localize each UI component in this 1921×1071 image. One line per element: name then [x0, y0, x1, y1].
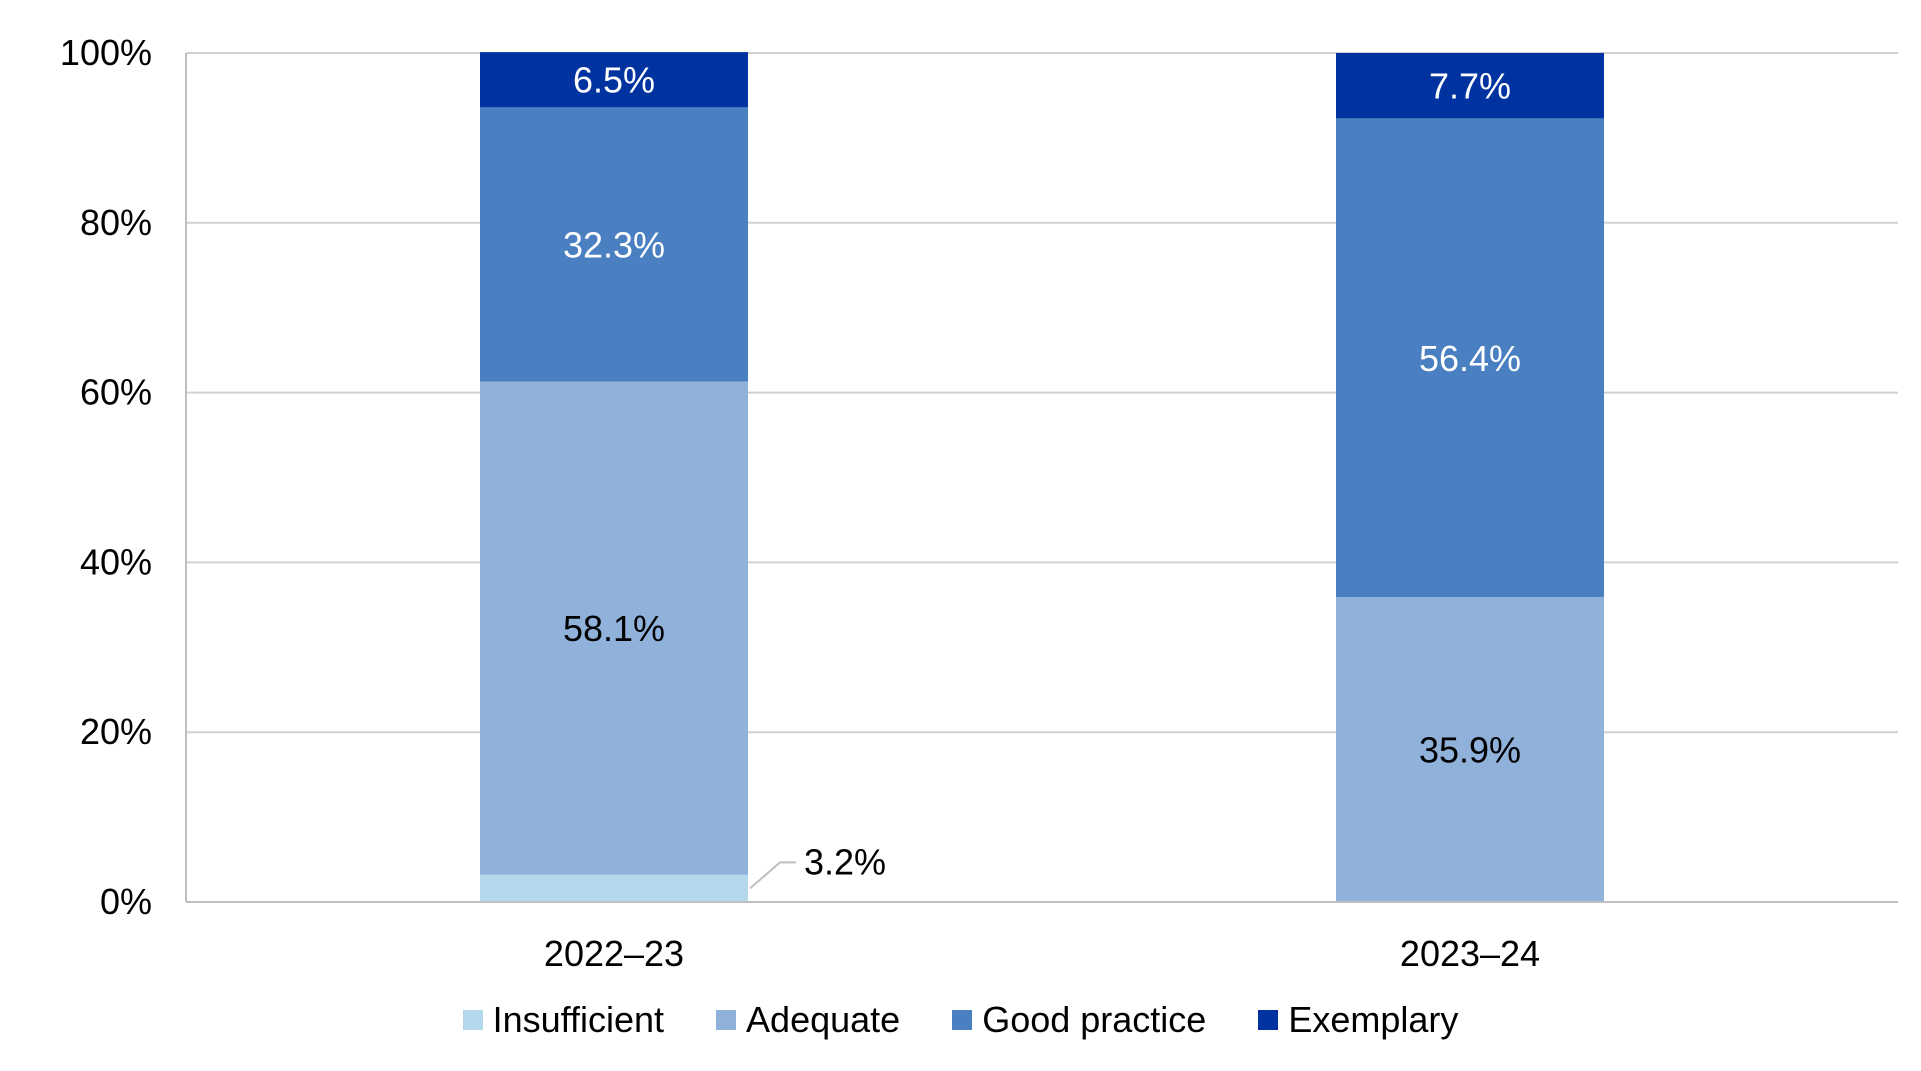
- legend-item: Insufficient: [462, 999, 665, 1041]
- bar-segment: [480, 874, 748, 902]
- x-axis-category-labels: 2022–23 2023–24: [544, 933, 1540, 974]
- y-tick-label: 40%: [80, 541, 152, 582]
- data-label: 32.3%: [563, 224, 665, 265]
- data-label: 58.1%: [563, 608, 665, 649]
- y-tick-label: 80%: [80, 202, 152, 243]
- legend-swatch: [952, 1010, 973, 1030]
- data-label: 6.5%: [573, 60, 655, 101]
- legend-item: Adequate: [716, 999, 900, 1041]
- legend-item: Good practice: [952, 999, 1206, 1041]
- data-label: 35.9%: [1419, 730, 1521, 771]
- legend-label: Insufficient: [492, 999, 665, 1040]
- bar-segment: [1336, 53, 1604, 119]
- bar-segment: [480, 52, 748, 108]
- legend-label: Adequate: [746, 999, 901, 1040]
- bars: [480, 52, 1604, 902]
- data-label: 7.7%: [1429, 66, 1511, 107]
- legend-swatch: [1258, 1010, 1279, 1030]
- x-category-label: 2023–24: [1400, 933, 1540, 974]
- legend-swatch: [716, 1010, 737, 1030]
- data-label: 56.4%: [1419, 338, 1521, 379]
- stacked-bar-chart: 0% 20% 40% 60% 80% 100% 3.2% 58.1% 32.3% 6.5% 35.…: [60, 32, 1898, 974]
- gridlines: [186, 52, 1898, 734]
- y-tick-label: 100%: [60, 32, 152, 73]
- data-labels: 3.2% 58.1% 32.3% 6.5% 35.9% 56.4% 7.7%: [563, 60, 1521, 890]
- leader-line: [749, 861, 796, 890]
- data-label: 3.2%: [804, 841, 886, 882]
- legend-swatch: [462, 1010, 483, 1030]
- bar-segment: [480, 107, 748, 382]
- y-tick-label: 60%: [80, 372, 152, 413]
- legend: Insufficient Adequate Good practice Exempla…: [0, 995, 1921, 1045]
- y-tick-label: 20%: [80, 711, 152, 752]
- x-category-label: 2022–23: [544, 933, 684, 974]
- legend-label: Exemplary: [1288, 999, 1459, 1040]
- legend-item: Exemplary: [1258, 999, 1458, 1041]
- legend-label: Good practice: [982, 999, 1207, 1040]
- bar-segment: [1336, 597, 1604, 902]
- y-tick-label: 0%: [100, 881, 152, 922]
- bar-segment: [1336, 118, 1604, 598]
- bar-segment: [480, 381, 748, 875]
- y-axis-tick-labels: 0% 20% 40% 60% 80% 100%: [60, 32, 152, 922]
